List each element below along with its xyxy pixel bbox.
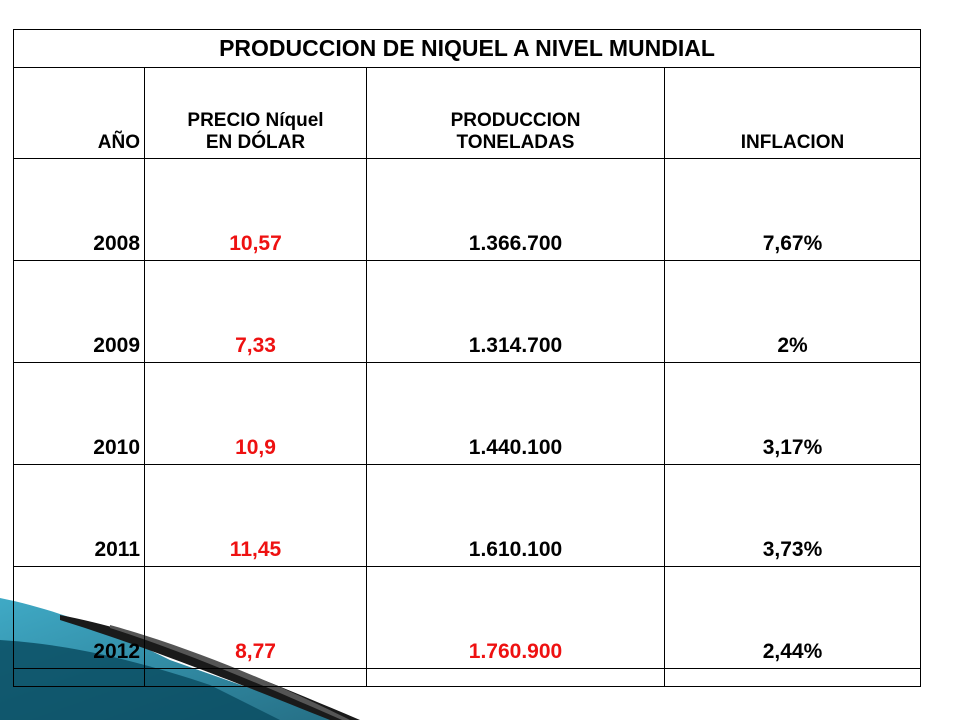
cell-inflation: 3,73% (664, 464, 921, 567)
table-row: 2008 10,57 1.366.700 7,67% (13, 158, 921, 261)
cell-year: 2009 (13, 260, 145, 363)
cell-production: 1.760.900 (366, 566, 665, 669)
cell-price: 10,57 (144, 158, 367, 261)
cell-year: 2008 (13, 158, 145, 261)
cell-inflation: 2,44% (664, 566, 921, 669)
cell-production: 1.440.100 (366, 362, 665, 465)
header-row: AÑO PRECIO Níquel EN DÓLAR PRODUCCION TO… (13, 67, 921, 159)
header-production-line1: PRODUCCION (450, 110, 581, 131)
cell-production: 1.314.700 (366, 260, 665, 363)
header-price-line1: PRECIO Níquel (187, 110, 324, 131)
header-production: PRODUCCION TONELADAS (366, 67, 665, 159)
empty-cell (13, 668, 145, 687)
header-price: PRECIO Níquel EN DÓLAR (144, 67, 367, 159)
table-row: 2011 11,45 1.610.100 3,73% (13, 464, 921, 567)
cell-year: 2012 (13, 566, 145, 669)
table-row: 2010 10,9 1.440.100 3,17% (13, 362, 921, 465)
table-row: 2012 8,77 1.760.900 2,44% (13, 566, 921, 669)
table-title: PRODUCCION DE NIQUEL A NIVEL MUNDIAL (13, 29, 921, 68)
cell-inflation: 3,17% (664, 362, 921, 465)
cell-price: 7,33 (144, 260, 367, 363)
header-inflation: INFLACION (664, 67, 921, 159)
header-price-line2: EN DÓLAR (205, 132, 306, 153)
cell-inflation: 7,67% (664, 158, 921, 261)
cell-production: 1.610.100 (366, 464, 665, 567)
table-row: 2009 7,33 1.314.700 2% (13, 260, 921, 363)
empty-cell (144, 668, 367, 687)
cell-price: 10,9 (144, 362, 367, 465)
nickel-production-table: PRODUCCION DE NIQUEL A NIVEL MUNDIAL AÑO… (13, 29, 921, 687)
empty-cell (664, 668, 921, 687)
cell-year: 2011 (13, 464, 145, 567)
cell-price: 11,45 (144, 464, 367, 567)
cell-year: 2010 (13, 362, 145, 465)
cell-production: 1.366.700 (366, 158, 665, 261)
header-year: AÑO (13, 67, 145, 159)
empty-row (13, 668, 921, 687)
cell-price: 8,77 (144, 566, 367, 669)
cell-inflation: 2% (664, 260, 921, 363)
empty-cell (366, 668, 665, 687)
header-production-line2: TONELADAS (456, 132, 575, 153)
